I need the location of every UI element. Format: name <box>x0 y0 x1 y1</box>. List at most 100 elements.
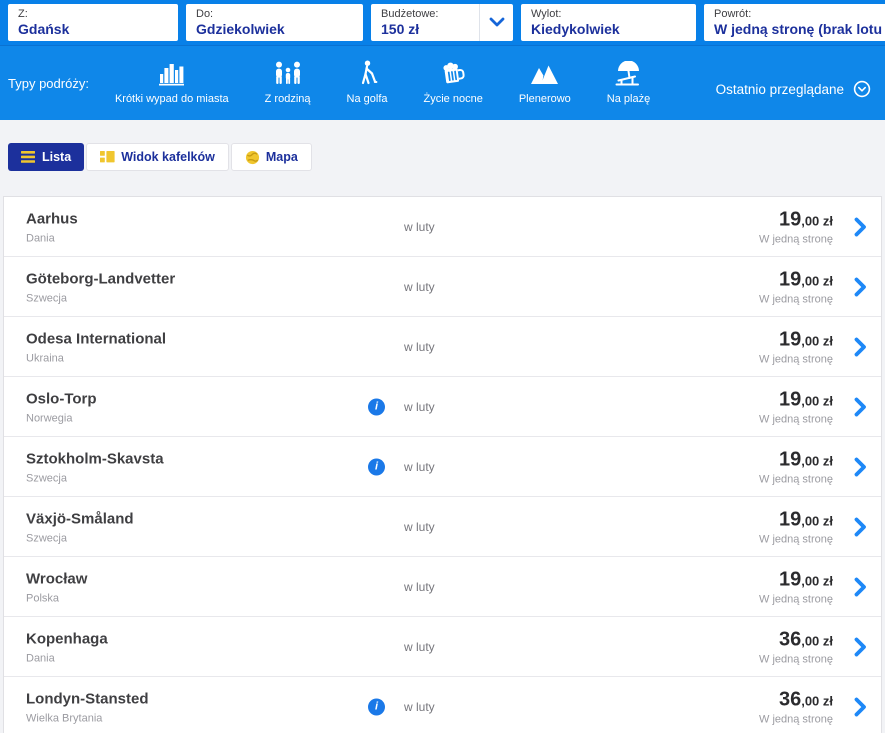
chevron-right-icon[interactable] <box>854 577 867 596</box>
price-cell: 19,00 zł W jedną stronę <box>759 268 833 305</box>
price-cell: 36,00 zł W jedną stronę <box>759 628 833 665</box>
fare-type: W jedną stronę <box>759 533 833 545</box>
destination-country: Dania <box>26 232 55 244</box>
tab-tiles[interactable]: Widok kafelków <box>86 143 229 171</box>
travel-type-city-break[interactable]: Krótki wypad do miasta <box>115 59 229 105</box>
destination-row[interactable]: Aarhus Dania i w luty 19,00 zł W jedną s… <box>4 197 881 257</box>
destination-row[interactable]: Wrocław Polska i w luty 19,00 zł W jedną… <box>4 557 881 617</box>
price-cell: 19,00 zł W jedną stronę <box>759 388 833 425</box>
price-major: 36 <box>778 628 802 650</box>
price: 19,00 zł <box>759 208 833 231</box>
budget-value: 150 zł <box>381 21 420 37</box>
travel-type-beach[interactable]: Na plażę <box>607 59 650 105</box>
chevron-right-icon[interactable] <box>854 697 867 716</box>
departure-field[interactable]: Wylot: Kiedykolwiek <box>521 4 696 41</box>
info-icon[interactable]: i <box>368 698 385 715</box>
destination-row[interactable]: Sztokholm-Skavsta Szwecja i w luty 19,00… <box>4 437 881 497</box>
destination-label: Do: <box>196 8 214 20</box>
family-icon <box>273 59 303 86</box>
destination-field[interactable]: Do: Gdziekolwiek <box>186 4 363 41</box>
chevron-right-icon[interactable] <box>854 337 867 356</box>
search-bar: Z: Gdańsk Do: Gdziekolwiek Budżetowe: 15… <box>0 0 885 45</box>
price-minor: ,00 zł <box>801 393 833 408</box>
travel-type-family[interactable]: Z rodziną <box>265 59 311 105</box>
destination-row[interactable]: Oslo-Torp Norwegia i w luty 19,00 zł W j… <box>4 377 881 437</box>
travel-month: w luty <box>404 339 435 354</box>
travel-month-cell: i w luty <box>404 580 435 594</box>
travel-month: w luty <box>404 219 435 234</box>
destination-city: Sztokholm-Skavsta <box>26 450 164 467</box>
travel-type-label: Życie nocne <box>423 93 483 105</box>
travel-month-cell: i w luty <box>404 340 435 354</box>
fare-type: W jedną stronę <box>759 653 833 665</box>
destination-country: Norwegia <box>26 412 73 424</box>
travel-type-golf[interactable]: Na golfa <box>347 59 388 105</box>
recently-viewed-toggle[interactable]: Ostatnio przeglądane <box>716 80 871 98</box>
price: 19,00 zł <box>759 508 833 531</box>
price-major: 36 <box>778 688 802 710</box>
destination-country: Wielka Brytania <box>26 712 103 724</box>
price-major: 19 <box>778 268 802 290</box>
chevron-right-icon[interactable] <box>854 277 867 296</box>
tab-label: Mapa <box>265 150 298 164</box>
budget-label: Budżetowe: <box>381 8 439 20</box>
destination-row[interactable]: Odesa International Ukraina i w luty 19,… <box>4 317 881 377</box>
destination-row[interactable]: Londyn-Stansted Wielka Brytania i w luty… <box>4 677 881 733</box>
origin-value: Gdańsk <box>18 21 70 37</box>
travel-type-outdoor[interactable]: Plenerowo <box>519 59 571 105</box>
price: 19,00 zł <box>759 328 833 351</box>
travel-month: w luty <box>404 699 435 714</box>
travel-type-label: Z rodziną <box>264 93 311 105</box>
results-list: Aarhus Dania i w luty 19,00 zł W jedną s… <box>3 196 882 733</box>
return-field[interactable]: Powrót: W jedną stronę (brak lotu pow <box>704 4 885 41</box>
travel-type-nightlife[interactable]: Życie nocne <box>424 59 483 105</box>
destination-row[interactable]: Kopenhaga Dania i w luty 36,00 zł W jedn… <box>4 617 881 677</box>
chevron-right-icon[interactable] <box>854 217 867 236</box>
price-cell: 19,00 zł W jedną stronę <box>759 508 833 545</box>
price: 19,00 zł <box>759 268 833 291</box>
origin-field[interactable]: Z: Gdańsk <box>8 4 178 41</box>
destination-country: Szwecja <box>26 472 67 484</box>
chevron-right-icon[interactable] <box>854 637 867 656</box>
circle-chevron-down-icon <box>853 80 871 98</box>
tab-list[interactable]: Lista <box>8 143 85 171</box>
fare-type: W jedną stronę <box>759 233 833 245</box>
info-icon[interactable]: i <box>368 458 385 475</box>
destination-country: Szwecja <box>26 292 67 304</box>
price: 19,00 zł <box>759 448 833 471</box>
destination-city: Göteborg-Landvetter <box>26 270 176 287</box>
budget-field[interactable]: Budżetowe: 150 zł <box>371 4 513 41</box>
price-minor: ,00 zł <box>801 453 833 468</box>
origin-label: Z: <box>18 8 28 20</box>
fare-type: W jedną stronę <box>759 713 833 725</box>
travel-month: w luty <box>404 399 435 414</box>
chevron-right-icon[interactable] <box>854 457 867 476</box>
fare-type: W jedną stronę <box>759 473 833 485</box>
destination-city: Oslo-Torp <box>26 390 97 407</box>
info-icon[interactable]: i <box>368 398 385 415</box>
globe-icon <box>245 150 260 165</box>
destination-city: Aarhus <box>26 210 78 227</box>
travel-type-label: Krótki wypad do miasta <box>114 93 229 105</box>
destination-country: Szwecja <box>26 532 67 544</box>
price-cell: 19,00 zł W jedną stronę <box>759 208 833 245</box>
price-minor: ,00 zł <box>801 333 833 348</box>
budget-dropdown-button[interactable] <box>479 4 513 41</box>
price: 36,00 zł <box>759 628 833 651</box>
destination-cell: Kopenhaga Dania <box>26 629 108 664</box>
destination-row[interactable]: Göteborg-Landvetter Szwecja i w luty 19,… <box>4 257 881 317</box>
destination-cell: Londyn-Stansted Wielka Brytania <box>26 689 149 724</box>
tab-label: Widok kafelków <box>121 150 215 164</box>
destination-row[interactable]: Växjö-Småland Szwecja i w luty 19,00 zł … <box>4 497 881 557</box>
destination-country: Polska <box>26 592 60 604</box>
chevron-right-icon[interactable] <box>854 397 867 416</box>
travel-type-label: Na plażę <box>606 93 651 105</box>
chevron-right-icon[interactable] <box>854 517 867 536</box>
departure-value: Kiedykolwiek <box>531 21 620 37</box>
price-major: 19 <box>778 568 802 590</box>
tab-map[interactable]: Mapa <box>230 143 312 171</box>
beach-umbrella-icon <box>615 59 642 86</box>
travel-month: w luty <box>404 639 435 654</box>
travel-types-label: Typy podróży: <box>8 76 89 91</box>
chevron-down-icon <box>489 14 505 32</box>
